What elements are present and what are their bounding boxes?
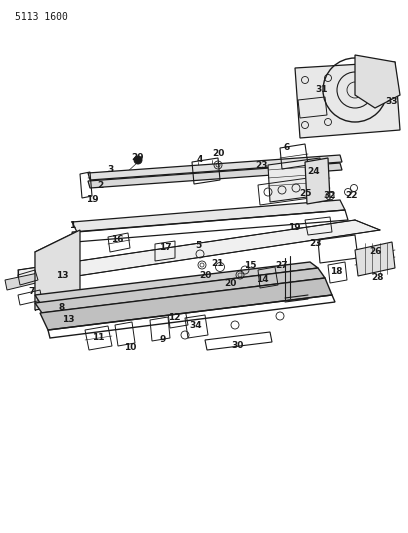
Polygon shape — [295, 62, 400, 138]
Text: 24: 24 — [308, 167, 320, 176]
Text: 28: 28 — [372, 273, 384, 282]
Circle shape — [134, 156, 142, 164]
Text: 26: 26 — [370, 247, 382, 256]
Polygon shape — [40, 278, 332, 330]
Text: 14: 14 — [256, 276, 268, 285]
Text: 1: 1 — [69, 221, 75, 230]
Text: 20: 20 — [199, 271, 211, 279]
Text: 12: 12 — [168, 313, 180, 322]
Text: 17: 17 — [159, 244, 171, 253]
Polygon shape — [35, 262, 318, 303]
Text: 18: 18 — [330, 268, 342, 277]
Text: 6: 6 — [284, 143, 290, 152]
Text: 22: 22 — [346, 191, 358, 200]
Polygon shape — [305, 158, 330, 204]
Polygon shape — [35, 230, 80, 310]
Text: 20: 20 — [212, 149, 224, 157]
Text: 13: 13 — [62, 316, 74, 325]
Text: 8: 8 — [59, 303, 65, 312]
Text: 7: 7 — [29, 287, 35, 296]
Text: 31: 31 — [316, 85, 328, 94]
Text: 32: 32 — [324, 191, 336, 200]
Text: 23: 23 — [256, 160, 268, 169]
Polygon shape — [355, 242, 395, 276]
Polygon shape — [268, 158, 322, 202]
Text: 34: 34 — [190, 320, 202, 329]
Text: 23: 23 — [309, 238, 321, 247]
Text: 3: 3 — [107, 166, 113, 174]
Text: 27: 27 — [276, 261, 288, 270]
Text: 29: 29 — [132, 152, 144, 161]
Text: 11: 11 — [92, 334, 104, 343]
Text: 5: 5 — [195, 240, 201, 249]
Text: 9: 9 — [160, 335, 166, 344]
Polygon shape — [72, 200, 345, 232]
Text: 25: 25 — [299, 189, 311, 198]
Text: 10: 10 — [124, 343, 136, 352]
Polygon shape — [35, 268, 325, 313]
Text: 16: 16 — [111, 236, 123, 245]
Text: 2: 2 — [97, 181, 103, 190]
Polygon shape — [355, 55, 400, 108]
Text: 33: 33 — [386, 98, 398, 107]
Text: 13: 13 — [56, 271, 68, 279]
Text: 30: 30 — [232, 341, 244, 350]
Text: 21: 21 — [212, 259, 224, 268]
Text: 15: 15 — [244, 261, 256, 270]
Text: 19: 19 — [86, 196, 98, 205]
Polygon shape — [88, 155, 342, 180]
Text: 5113 1600: 5113 1600 — [15, 12, 68, 22]
Text: 19: 19 — [288, 223, 300, 232]
Text: 4: 4 — [197, 156, 203, 165]
Polygon shape — [5, 273, 40, 290]
Polygon shape — [18, 220, 380, 285]
Text: 20: 20 — [224, 279, 236, 287]
Polygon shape — [88, 163, 342, 188]
